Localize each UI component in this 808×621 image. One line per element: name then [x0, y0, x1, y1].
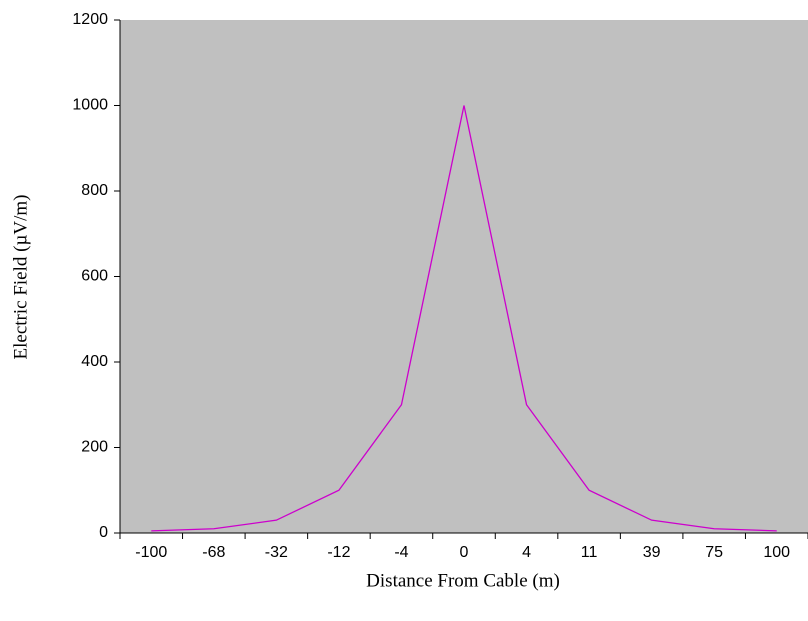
x-tick-label: 39: [643, 544, 661, 561]
plot-area: [120, 20, 808, 533]
y-tick-label: 800: [81, 182, 108, 199]
x-tick-label: -32: [265, 544, 288, 561]
x-tick-label: -12: [327, 544, 350, 561]
y-tick-label: 1000: [72, 97, 108, 114]
y-tick-label: 600: [81, 268, 108, 285]
line-series: [151, 105, 777, 532]
x-tick-label: 0: [460, 544, 469, 561]
x-tick-label: -68: [202, 544, 225, 561]
y-tick-label: 1200: [72, 11, 108, 28]
x-tick-label: 11: [581, 544, 598, 561]
y-tick-label: 400: [81, 353, 108, 370]
y-axis-title: Electric Field (µV/m): [10, 194, 31, 359]
x-tick-label: -100: [135, 544, 167, 561]
x-tick-label: 4: [522, 544, 531, 561]
y-tick-label: 0: [99, 524, 108, 541]
x-tick-label: -4: [394, 544, 408, 561]
x-tick-label: 100: [763, 544, 790, 561]
y-tick-label: 200: [81, 439, 108, 456]
x-axis-title: Distance From Cable (m): [366, 570, 560, 591]
x-tick-label: 75: [705, 544, 723, 561]
